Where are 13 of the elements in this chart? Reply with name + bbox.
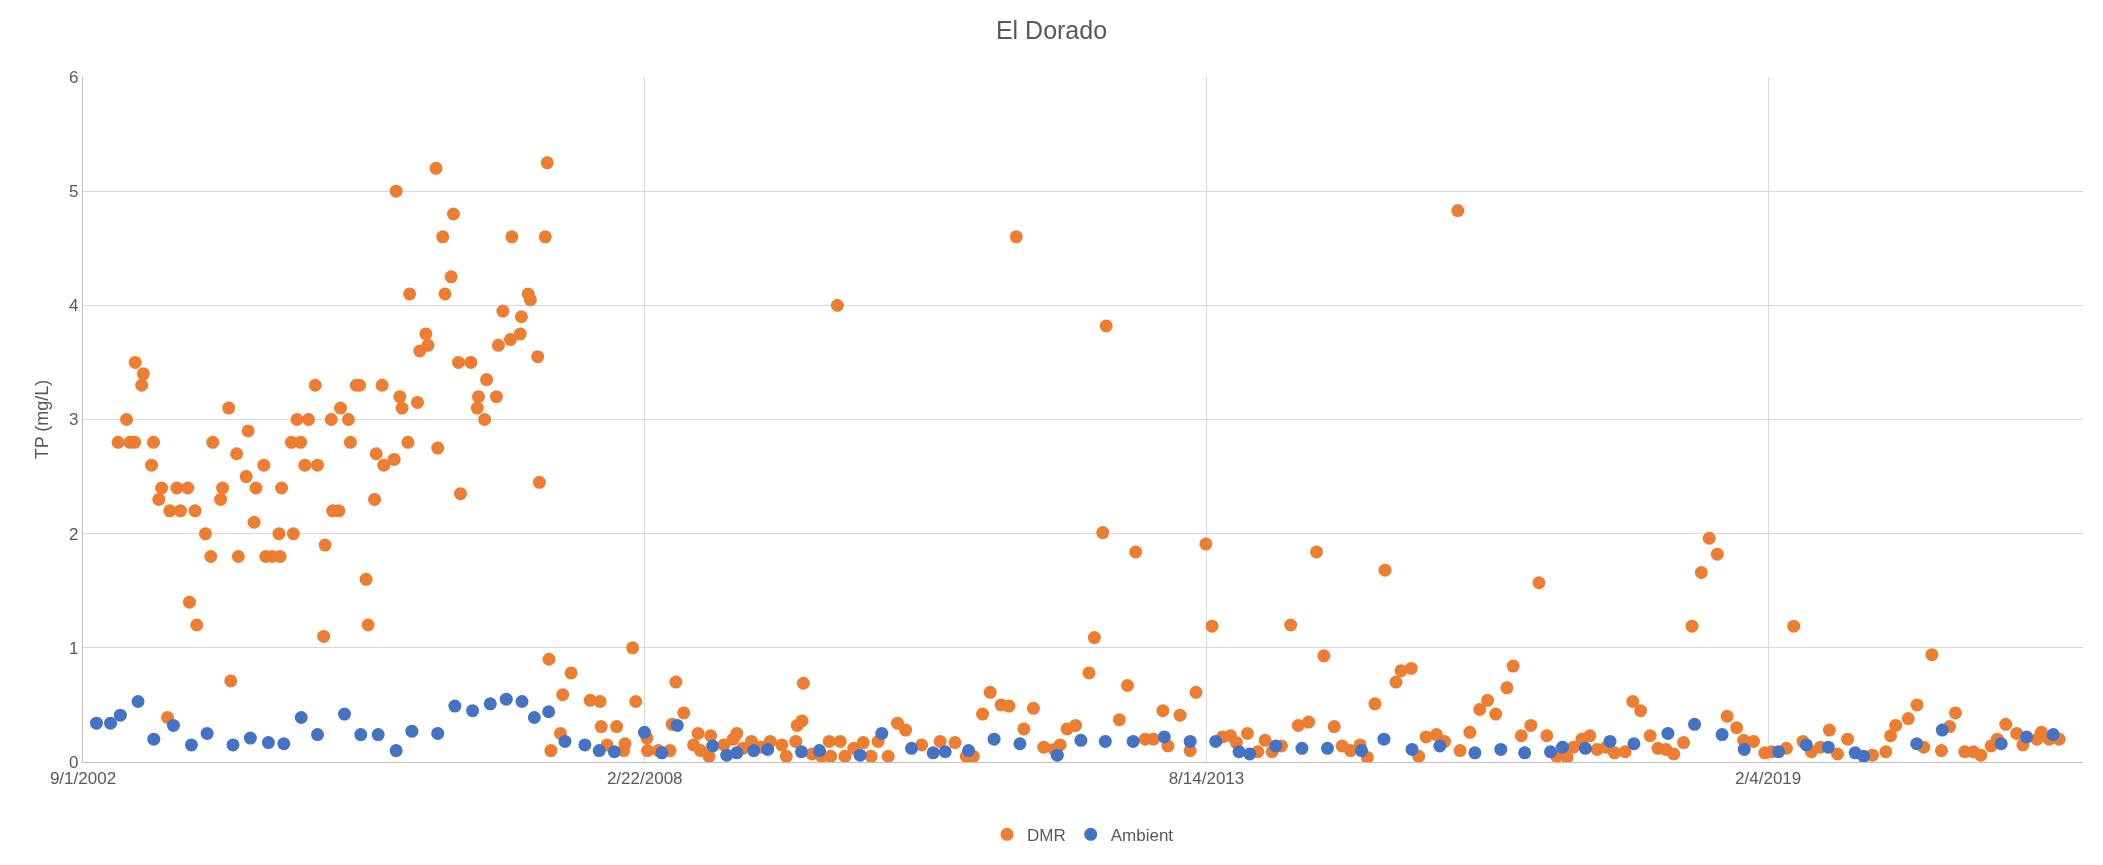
x-tick-label: 2/22/2008 <box>606 768 683 788</box>
y-tick-label: 4 <box>68 296 79 316</box>
y-tick-label: 1 <box>68 638 79 658</box>
legend-label: Ambient <box>1110 825 1174 845</box>
y-tick-label: 5 <box>68 182 79 202</box>
y-tick-label: 3 <box>68 410 79 430</box>
chart-title: El Dorado <box>995 16 1108 45</box>
y-tick-label: 2 <box>68 524 79 544</box>
legend-label: DMR <box>1027 825 1066 845</box>
y-tick-label: 6 <box>68 67 79 87</box>
y-axis-title: TP (mg/L) <box>32 379 53 460</box>
x-tick-label: 8/14/2013 <box>1168 768 1245 788</box>
x-tick-label: 2/4/2019 <box>1735 768 1802 788</box>
